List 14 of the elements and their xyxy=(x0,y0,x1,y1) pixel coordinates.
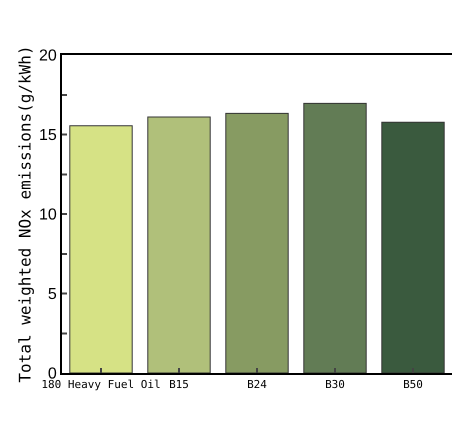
x-tick-label: B30 xyxy=(325,378,345,392)
bar xyxy=(225,112,289,373)
y-tick-label: 15 xyxy=(39,127,57,144)
bar xyxy=(381,122,445,373)
y-tick-label: 20 xyxy=(39,48,57,65)
y-axis-title: Total weighted NOx emissions(g/kWh) xyxy=(15,45,34,383)
x-tick-label: B50 xyxy=(403,378,423,392)
bar xyxy=(69,125,133,373)
bar xyxy=(303,102,367,373)
x-tick-label: B24 xyxy=(247,378,268,392)
y-tick-label: 5 xyxy=(48,286,57,304)
y-tick-label: 10 xyxy=(39,206,57,224)
bar xyxy=(147,116,211,373)
x-tick-label: B15 xyxy=(169,378,189,392)
